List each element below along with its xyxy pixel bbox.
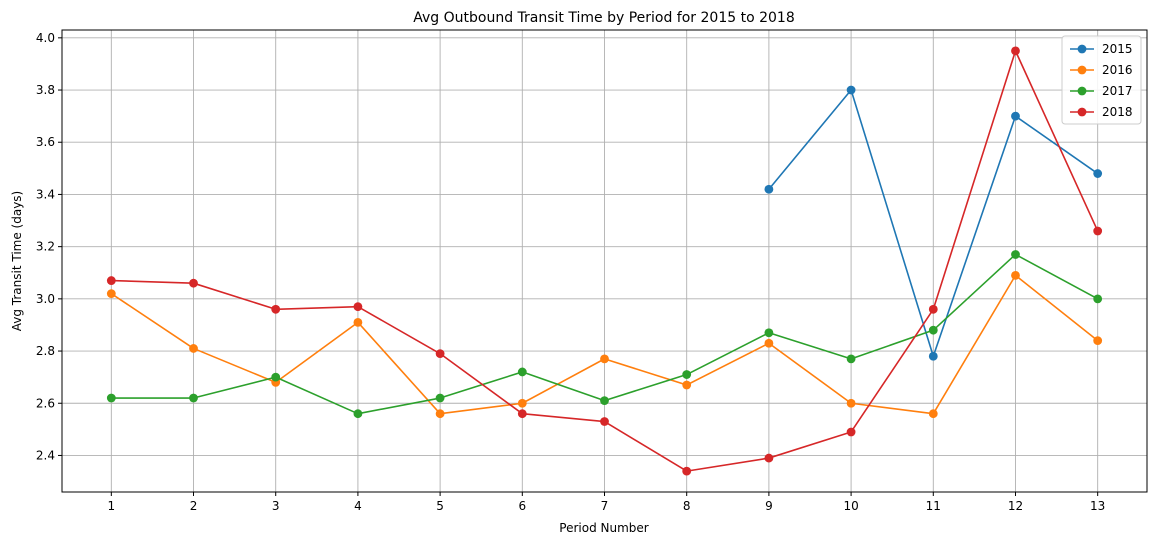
data-point-2016: [600, 354, 609, 364]
y-tick-label: 3.6: [36, 135, 55, 149]
legend-box: [1061, 35, 1142, 125]
data-point-2017: [517, 367, 527, 377]
series-2018: [106, 46, 1103, 476]
data-point-2018: [682, 466, 692, 476]
data-point-2018: [764, 453, 774, 463]
series-2016: [106, 270, 1103, 419]
y-tick-label: 3.4: [36, 187, 55, 201]
x-tick-label: 8: [683, 499, 691, 513]
data-point-2017: [846, 354, 856, 364]
data-point-2016: [189, 344, 198, 353]
legend-label: 2015: [1102, 42, 1133, 56]
data-point-2015: [764, 184, 774, 194]
grid-lines: [62, 30, 1147, 492]
data-point-2016: [764, 338, 774, 348]
axis-ticks: 1 2 3 4 5 6 7 8 9 10 11 12 132.42.62.83.03.23.43.63.…: [36, 31, 1105, 513]
legend-swatch-marker: [1077, 44, 1087, 54]
data-point-2017: [764, 328, 774, 338]
plot-area-frame: [61, 29, 1148, 493]
data-point-2018: [1093, 226, 1103, 236]
x-tick-label: 10: [843, 499, 858, 513]
legend: 2015 2016 2017 2018: [1061, 35, 1142, 125]
data-point-2016: [435, 409, 445, 419]
x-tick-label: 1: [107, 499, 115, 513]
legend-swatch-marker: [1077, 86, 1087, 96]
legend-swatch-marker: [1077, 65, 1087, 75]
data-point-2016: [106, 289, 116, 299]
data-point-2017: [271, 372, 281, 382]
data-point-2018: [353, 302, 363, 312]
data-point-2017: [928, 325, 938, 335]
x-tick-label: 7: [601, 499, 609, 513]
x-tick-label: 3: [272, 499, 280, 513]
data-point-2017: [353, 409, 363, 419]
x-tick-label: 9: [765, 499, 773, 513]
data-point-2017: [106, 393, 116, 403]
data-point-2017: [1011, 250, 1020, 259]
series-2017: [106, 250, 1103, 419]
x-tick-label: 4: [354, 499, 362, 513]
legend-label: 2018: [1102, 105, 1133, 119]
data-point-2018: [189, 278, 198, 288]
x-tick-label: 13: [1090, 499, 1105, 513]
legend-swatch-marker: [1077, 107, 1087, 117]
data-point-2016: [846, 398, 856, 408]
data-point-2016: [1093, 336, 1103, 346]
x-tick-label: 12: [1008, 499, 1023, 513]
x-tick-label: 6: [518, 499, 526, 513]
x-tick-label: 2: [190, 499, 198, 513]
data-point-2017: [682, 370, 692, 379]
y-tick-label: 3.0: [36, 292, 55, 306]
data-point-2015: [1093, 169, 1103, 178]
x-axis-label: Period Number: [559, 521, 649, 535]
data-point-2016: [517, 398, 527, 408]
series-lines: [106, 46, 1103, 476]
chart-title: Avg Outbound Transit Time by Period for …: [413, 10, 794, 26]
y-tick-label: 3.8: [36, 83, 55, 97]
data-point-2016: [928, 409, 938, 419]
x-tick-label: 5: [436, 499, 444, 513]
y-tick-label: 4.0: [36, 31, 55, 45]
data-point-2017: [435, 393, 445, 403]
legend-label: 2016: [1102, 63, 1133, 77]
data-point-2018: [271, 304, 281, 314]
data-point-2018: [106, 276, 116, 285]
y-tick-label: 3.2: [36, 240, 55, 254]
data-point-2017: [1093, 294, 1103, 304]
legend-label: 2017: [1102, 84, 1133, 98]
data-point-2018: [435, 349, 445, 359]
data-point-2016: [353, 317, 363, 327]
y-tick-label: 2.8: [36, 344, 55, 358]
data-point-2018: [928, 304, 938, 314]
y-axis-label: Avg Transit Time (days): [10, 191, 24, 331]
data-point-2018: [1011, 46, 1020, 56]
series-2015: [764, 85, 1103, 361]
data-point-2018: [600, 417, 609, 426]
data-point-2016: [682, 380, 692, 390]
y-tick-label: 2.6: [36, 396, 55, 410]
data-point-2018: [517, 409, 527, 419]
data-point-2018: [846, 427, 856, 437]
data-point-2017: [600, 396, 609, 406]
data-point-2016: [1011, 270, 1020, 280]
data-point-2015: [846, 85, 856, 95]
x-tick-label: 11: [926, 499, 941, 513]
data-point-2017: [189, 393, 198, 403]
data-point-2015: [928, 351, 938, 361]
data-point-2015: [1011, 111, 1020, 121]
y-tick-label: 2.4: [36, 448, 55, 462]
